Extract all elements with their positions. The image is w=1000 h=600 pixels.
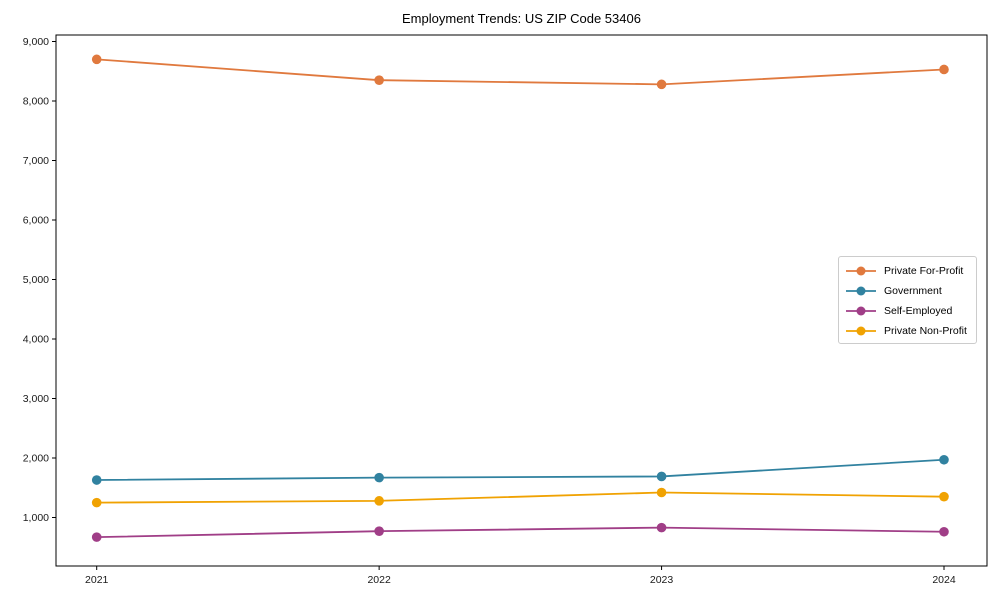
series-line-private-for-profit [96,58,945,86]
data-point [374,472,384,483]
legend-sample-dot [856,326,866,336]
y-tick-label: 7,000 [23,155,49,167]
y-tick-label: 5,000 [23,274,49,286]
data-point [939,64,949,75]
x-tick-label: 2021 [85,574,109,586]
data-point [656,487,667,498]
series-line-private-non-profit [96,491,945,504]
data-point [374,496,384,506]
x-tick-label: 2022 [367,574,391,586]
data-point [939,491,949,502]
legend-line-marker-icon [846,266,876,276]
x-tick-label: 2024 [932,574,956,586]
y-tick-label: 1,000 [23,512,49,524]
data-point [374,526,384,536]
chart-title: Employment Trends: US ZIP Code 53406 [402,11,641,26]
legend-item: Government [846,281,976,301]
y-tick-label: 3,000 [23,393,49,405]
legend-item: Private Non-Profit [846,321,976,341]
legend-label: Government [884,285,942,297]
legend-sample-dot [856,286,866,296]
series-line-government [96,458,945,481]
legend: Private For-Profit Government Self-Employe… [838,256,977,344]
y-tick-label: 9,000 [23,36,49,48]
legend-label: Private For-Profit [884,265,964,277]
y-tick-label: 8,000 [23,96,49,108]
data-point [91,54,102,65]
y-tick-label: 4,000 [23,334,49,346]
data-point [91,475,102,485]
data-point [91,532,102,542]
data-point [656,522,667,533]
data-point [656,79,667,90]
data-point [656,471,667,482]
plot-border [55,34,988,567]
legend-line-marker-icon [846,306,876,316]
legend-label: Private Non-Profit [884,325,967,337]
data-point [939,454,949,465]
data-point [91,497,102,508]
x-tick-label: 2023 [650,574,674,586]
legend-label: Self-Employed [884,305,953,317]
legend-line-marker-icon [846,286,876,296]
data-point [939,526,949,537]
legend-item: Private For-Profit [846,261,976,281]
legend-sample-dot [856,266,866,276]
y-tick-label: 2,000 [23,453,49,465]
legend-sample-dot [856,306,866,316]
series-line-self-employed [96,526,945,539]
y-tick-label: 6,000 [23,215,49,227]
data-point [374,75,384,85]
legend-line-marker-icon [846,326,876,336]
legend-item: Self-Employed [846,301,976,321]
